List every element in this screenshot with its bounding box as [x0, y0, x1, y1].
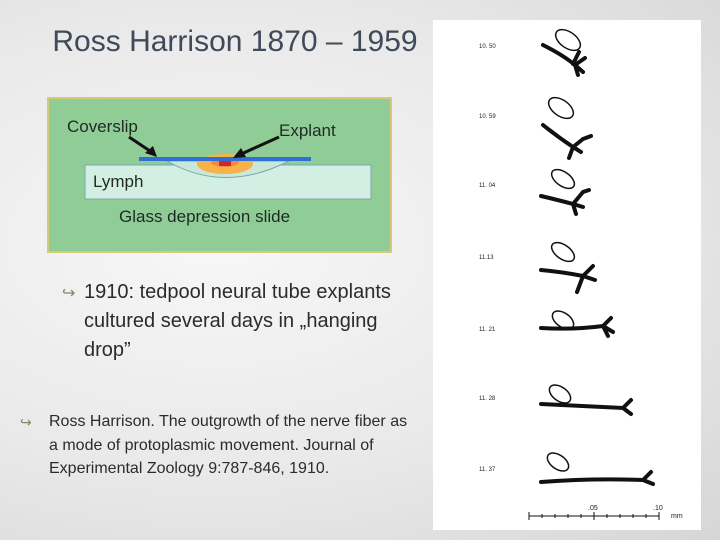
- nerve-fiber-drawings: [528, 28, 660, 520]
- timestamp-label: 11. 04: [479, 183, 496, 189]
- nerve-fiber-frame: [539, 310, 615, 338]
- nerve-fiber-frame: [541, 96, 593, 160]
- bullet-text: Ross Harrison. The outgrowth of the nerv…: [49, 413, 408, 477]
- timestamp-label: 10. 59: [479, 114, 496, 120]
- nerve-growth-figure: 10. 50 10. 59 11. 04 11.13 11. 21 11. 28…: [433, 20, 701, 530]
- explant-arrowhead: [233, 148, 246, 158]
- hanging-drop-diagram: Coverslip Explant Lymph Glass depression…: [47, 97, 392, 253]
- scale-bar: [528, 512, 660, 520]
- bullet-hanging-drop: ↪ 1910: tedpool neural tube explants cul…: [62, 278, 392, 365]
- nerve-fiber-frame: [539, 384, 633, 416]
- nerve-fiber-frame: [541, 28, 587, 77]
- timestamp-label: 11.13: [479, 255, 494, 261]
- nerve-fiber-frame: [539, 168, 591, 216]
- bullet-reference: ↪ Ross Harrison. The outgrowth of the ne…: [20, 410, 415, 481]
- curved-arrow-icon: ↪: [20, 414, 32, 430]
- scale-unit-label: mm: [671, 513, 683, 520]
- explant-arrow: [238, 135, 280, 157]
- scale-label: .05: [588, 505, 598, 512]
- slide-title: Ross Harrison 1870 – 1959: [52, 25, 418, 58]
- bullet-text: 1910: tedpool neural tube explants cultu…: [84, 281, 391, 361]
- timestamp-label: 10. 50: [479, 44, 496, 50]
- timestamp-label: 11. 21: [479, 327, 496, 333]
- coverslip-label: Coverslip: [67, 117, 138, 136]
- nerve-fiber-frame: [539, 452, 655, 486]
- diagram-drawing: [84, 135, 372, 200]
- timestamp-label: 11. 37: [479, 467, 496, 473]
- curved-arrow-icon: ↪: [62, 285, 76, 302]
- explant-label: Explant: [279, 121, 336, 140]
- explant-core-shape: [219, 159, 231, 166]
- timestamp-label: 11. 28: [479, 396, 496, 402]
- scale-label: .10: [653, 505, 663, 512]
- glass-slide-label: Glass depression slide: [119, 207, 291, 226]
- nerve-fiber-frame: [539, 241, 597, 294]
- lymph-label: Lymph: [93, 172, 144, 191]
- coverslip-arrowhead: [145, 146, 157, 157]
- coverslip-shape: [139, 157, 311, 161]
